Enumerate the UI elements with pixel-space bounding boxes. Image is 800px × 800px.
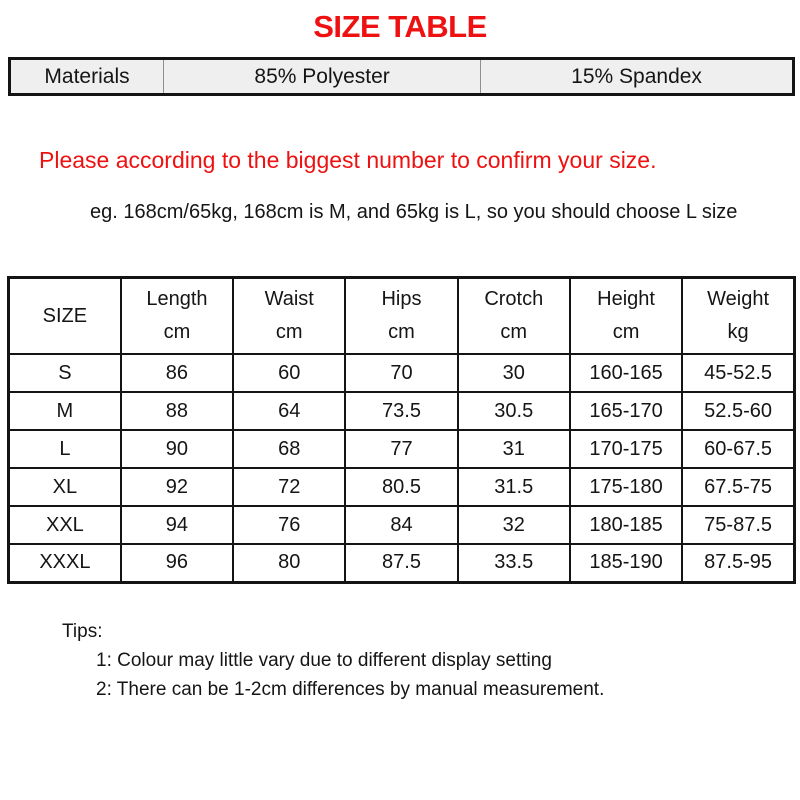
header-cell-length: Length cm bbox=[119, 276, 235, 355]
header-unit: cm bbox=[163, 320, 191, 343]
header-unit: cm bbox=[500, 320, 528, 343]
tip-item-2: 2: There can be 1-2cm differences by man… bbox=[96, 679, 605, 700]
size-cell: 33.5 bbox=[456, 543, 571, 583]
size-cell: 60 bbox=[232, 353, 347, 393]
tips-section: Tips: 1: Colour may little vary due to d… bbox=[62, 617, 604, 704]
header-cell-size: SIZE bbox=[7, 276, 122, 355]
size-cell: 80.5 bbox=[344, 467, 459, 507]
size-cell: 96 bbox=[119, 543, 235, 583]
size-row-xxxl: XXXL 96 80 87.5 33.5 185-190 87.5-95 bbox=[7, 543, 796, 583]
materials-table: Materials 85% Polyester 15% Spandex bbox=[8, 57, 795, 96]
size-cell: 31.5 bbox=[456, 467, 571, 507]
size-cell: 45-52.5 bbox=[681, 353, 796, 393]
size-cell: 67.5-75 bbox=[681, 467, 796, 507]
page-title: SIZE TABLE bbox=[313, 9, 487, 44]
materials-label: Materials bbox=[11, 60, 165, 93]
header-name: Crotch bbox=[484, 288, 544, 311]
header-cell-crotch: Crotch cm bbox=[456, 276, 571, 355]
header-name: Waist bbox=[264, 288, 314, 311]
size-cell: 32 bbox=[456, 505, 571, 545]
size-cell: 180-185 bbox=[568, 505, 684, 545]
size-cell: 185-190 bbox=[568, 543, 684, 583]
size-cell: 76 bbox=[232, 505, 347, 545]
size-cell: 92 bbox=[119, 467, 235, 507]
size-row-m: M 88 64 73.5 30.5 165-170 52.5-60 bbox=[7, 391, 796, 431]
header-cell-height: Height cm bbox=[568, 276, 684, 355]
header-unit: kg bbox=[727, 320, 749, 343]
size-cell: 31 bbox=[456, 429, 571, 469]
size-cell: 84 bbox=[344, 505, 459, 545]
materials-spandex: 15% Spandex bbox=[571, 64, 702, 88]
size-cell: 175-180 bbox=[568, 467, 684, 507]
size-cell: 77 bbox=[344, 429, 459, 469]
header-cell-waist: Waist cm bbox=[232, 276, 347, 355]
tip-item-1: 1: Colour may little vary due to differe… bbox=[96, 650, 552, 671]
size-cell: 70 bbox=[344, 353, 459, 393]
size-cell: 94 bbox=[119, 505, 235, 545]
header-name: Height bbox=[597, 288, 655, 311]
header-name: Length bbox=[146, 288, 208, 311]
header-unit: cm bbox=[388, 320, 415, 343]
size-row-xl: XL 92 72 80.5 31.5 175-180 67.5-75 bbox=[7, 467, 796, 507]
header-name: Hips bbox=[381, 288, 422, 311]
size-cell: 75-87.5 bbox=[681, 505, 796, 545]
size-row-l: L 90 68 77 31 170-175 60-67.5 bbox=[7, 429, 796, 469]
size-label-cell: XL bbox=[7, 467, 122, 507]
size-cell: 30.5 bbox=[456, 391, 571, 431]
materials-polyester: 85% Polyester bbox=[164, 60, 482, 93]
header-name: Weight bbox=[707, 288, 770, 311]
size-notice: Please according to the biggest number t… bbox=[39, 147, 657, 173]
size-cell: 87.5 bbox=[344, 543, 459, 583]
size-cell: 68 bbox=[232, 429, 347, 469]
size-cell: 170-175 bbox=[568, 429, 684, 469]
size-label-cell: M bbox=[7, 391, 122, 431]
size-label-cell: XXXL bbox=[7, 543, 122, 583]
size-cell: 160-165 bbox=[568, 353, 684, 393]
size-cell: 52.5-60 bbox=[681, 391, 796, 431]
size-cell: 73.5 bbox=[344, 391, 459, 431]
tips-heading: Tips: bbox=[62, 621, 103, 642]
size-cell: 87.5-95 bbox=[681, 543, 796, 583]
size-cell: 30 bbox=[456, 353, 571, 393]
size-label-cell: XXL bbox=[7, 505, 122, 545]
size-cell: 90 bbox=[119, 429, 235, 469]
size-cell: 80 bbox=[232, 543, 347, 583]
size-cell: 86 bbox=[119, 353, 235, 393]
size-cell: 88 bbox=[119, 391, 235, 431]
size-table: SIZE Length cm Waist cm Hips bbox=[7, 276, 796, 584]
size-label-cell: L bbox=[7, 429, 122, 469]
header-cell-hips: Hips cm bbox=[344, 276, 459, 355]
size-cell: 165-170 bbox=[568, 391, 684, 431]
size-row-xxl: XXL 94 76 84 32 180-185 75-87.5 bbox=[7, 505, 796, 545]
header-cell-weight: Weight kg bbox=[681, 276, 796, 355]
size-cell: 64 bbox=[232, 391, 347, 431]
size-table-header-row: SIZE Length cm Waist cm Hips bbox=[7, 276, 796, 355]
size-cell: 60-67.5 bbox=[681, 429, 796, 469]
size-cell: 72 bbox=[232, 467, 347, 507]
header-unit: cm bbox=[275, 320, 303, 343]
size-example: eg. 168cm/65kg, 168cm is M, and 65kg is … bbox=[90, 201, 738, 223]
size-row-s: S 86 60 70 30 160-165 45-52.5 bbox=[7, 353, 796, 393]
size-label-cell: S bbox=[7, 353, 122, 393]
header-unit: cm bbox=[612, 320, 640, 343]
